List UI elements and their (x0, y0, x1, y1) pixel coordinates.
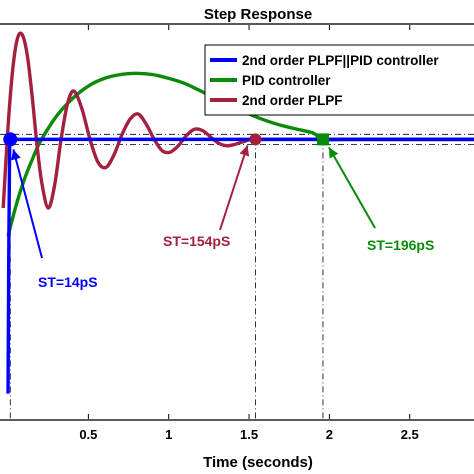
x-axis-label: Time (seconds) (203, 454, 313, 471)
x-tick-label: 0.5 (79, 427, 97, 442)
plot-area (0, 31, 474, 419)
annotation-arrowhead (11, 149, 21, 161)
annotation-arrowhead (239, 145, 250, 157)
annotation-arrow (12, 149, 43, 259)
x-tick-label: 1.5 (240, 427, 258, 442)
legend-label: PID controller (242, 73, 331, 88)
legend-label: 2nd order PLPF (242, 93, 343, 108)
settling-time-label: ST=196pS (367, 237, 434, 253)
settling-point-marker (316, 133, 329, 146)
settling-point-marker (3, 132, 18, 147)
legend-label: 2nd order PLPF||PID controller (242, 53, 439, 68)
series-line-0 (6, 137, 474, 394)
annotations: ST=14pS ST=154pS ST=196pS (11, 145, 434, 290)
settling-time-label: ST=154pS (163, 233, 230, 249)
annotation-arrowhead (328, 147, 339, 159)
x-tick-label: 2.5 (401, 427, 419, 442)
annotation-arrow (328, 146, 376, 229)
annotation-arrow (219, 145, 249, 231)
settling-point-marker (249, 133, 262, 146)
settling-time-label: ST=14pS (38, 274, 98, 290)
x-axis-ticks: 0.5 1 1.5 2 2.5 (79, 25, 419, 442)
x-tick-label: 1 (165, 427, 172, 442)
x-tick-label: 2 (326, 427, 333, 442)
legend-box (204, 44, 474, 116)
legend: 2nd order PLPF||PID controller PID contro… (204, 44, 474, 116)
chart-title: Step Response (204, 6, 312, 23)
plot-frame (0, 23, 474, 421)
